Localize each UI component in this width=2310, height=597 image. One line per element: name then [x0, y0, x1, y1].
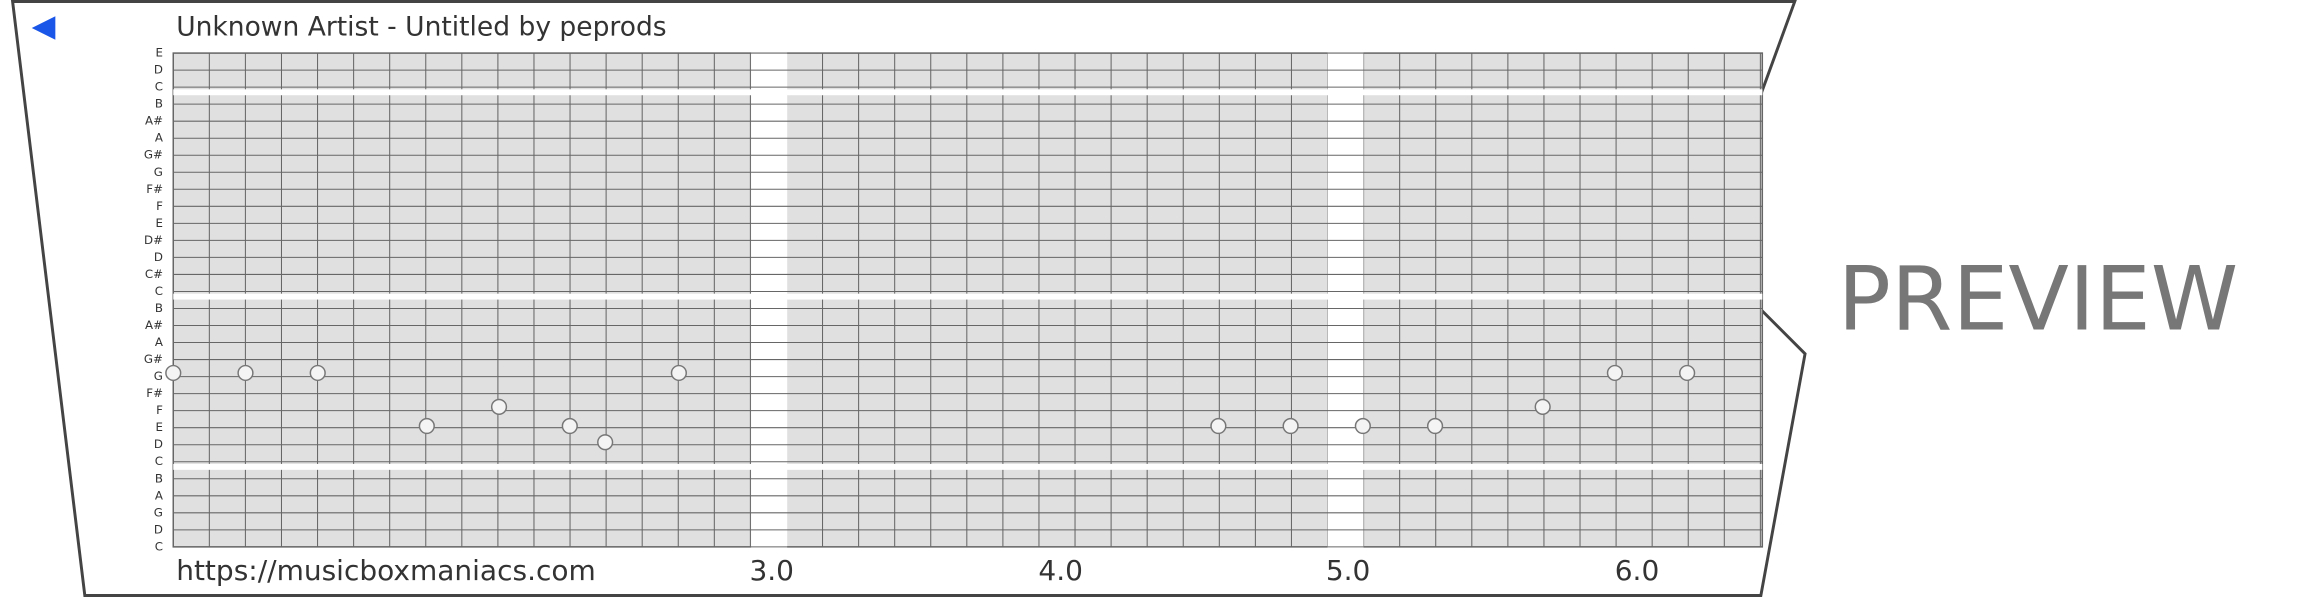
- note: [237, 364, 254, 382]
- measure-label: 6.0: [1615, 554, 1660, 587]
- octave-separator: [173, 293, 1763, 300]
- row-label: D#: [144, 233, 163, 247]
- note: [418, 417, 435, 435]
- row-label: F#: [146, 386, 163, 400]
- note: [1426, 417, 1444, 435]
- row-label: E: [155, 420, 162, 434]
- row-label: B: [155, 471, 163, 485]
- note: [1282, 417, 1299, 435]
- measure-label: 3.0: [749, 554, 794, 587]
- row-label: F: [156, 199, 163, 213]
- row-label: G: [154, 369, 163, 383]
- row-label: A#: [145, 114, 163, 128]
- note: [490, 398, 508, 415]
- preview-watermark: PREVIEW: [1838, 248, 2239, 351]
- row-label: A#: [145, 318, 163, 332]
- measure-label: 5.0: [1326, 554, 1371, 587]
- note: [165, 364, 182, 382]
- note: [1354, 417, 1371, 435]
- row-label: D: [154, 63, 163, 77]
- note: [1534, 398, 1551, 415]
- grid-background: [172, 52, 1764, 548]
- note: [309, 364, 326, 382]
- row-label: A: [155, 131, 163, 145]
- row-label: G: [154, 505, 163, 519]
- row-label: D: [154, 522, 163, 536]
- row-label: B: [155, 97, 163, 111]
- row-label: C: [155, 284, 163, 298]
- row-label: D: [154, 250, 163, 264]
- notes: [165, 364, 1696, 451]
- row-label: C#: [145, 267, 163, 281]
- grid: [172, 51, 1764, 549]
- row-label: E: [155, 46, 162, 60]
- row-label: G#: [144, 352, 163, 366]
- row-label: B: [155, 301, 163, 315]
- row-label: A: [155, 335, 163, 349]
- row-label: C: [155, 80, 163, 94]
- back-button[interactable]: [31, 16, 56, 40]
- row-label: F#: [146, 182, 163, 196]
- row-label: E: [155, 216, 162, 230]
- note: [561, 417, 578, 435]
- note: [597, 434, 614, 451]
- row-label: C: [155, 454, 163, 468]
- note: [670, 364, 687, 382]
- measure-label: 4.0: [1038, 554, 1083, 587]
- row-label: C: [155, 539, 163, 553]
- row-label: D: [154, 437, 163, 451]
- row-label: A: [155, 488, 163, 502]
- octave-separator: [173, 89, 1763, 96]
- row-label: F: [156, 403, 163, 417]
- measure-gap: [751, 51, 788, 549]
- note: [1679, 364, 1696, 382]
- row-label: G#: [144, 148, 163, 162]
- note: [1606, 364, 1624, 382]
- octave-separator: [173, 463, 1763, 470]
- title: Unknown Artist - Untitled by peprods: [176, 12, 666, 43]
- note: [1210, 417, 1227, 435]
- url: https://musicboxmaniacs.com: [176, 554, 596, 587]
- row-label: G: [154, 165, 163, 179]
- measure-gap: [1327, 51, 1364, 549]
